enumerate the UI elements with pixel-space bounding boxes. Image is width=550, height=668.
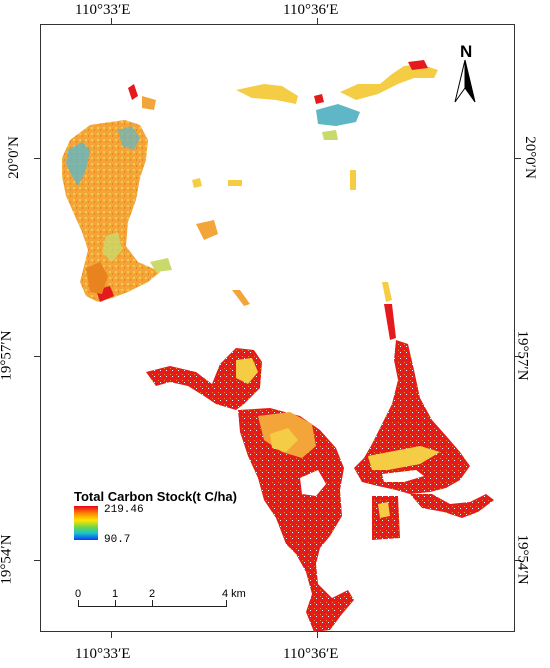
sw-arm-yellow	[236, 358, 258, 384]
tick-left-1	[34, 158, 40, 159]
scale-label-1: 1	[112, 588, 119, 600]
lon-label-bottom-2: 110°36′E	[283, 646, 339, 662]
north-strip-3	[340, 64, 438, 100]
lon-label-top-1: 110°33′E	[75, 2, 131, 18]
west-island-green-patch	[102, 232, 122, 262]
tick-bottom-1	[111, 632, 112, 638]
legend-max-value: 219.46	[104, 504, 144, 516]
tick-top-1	[111, 18, 112, 24]
north-strip-6	[314, 94, 324, 104]
scale-label-4km: 4 km	[222, 588, 246, 600]
tick-right-2	[515, 356, 521, 357]
west-island-blue-patch	[66, 142, 90, 186]
south-main-yellow	[270, 428, 298, 452]
mid-fragment-4	[350, 170, 356, 190]
sw-arm-red	[146, 348, 262, 410]
north-strip-4	[408, 60, 428, 70]
east-main-white-streak	[382, 470, 424, 482]
mid-fragment-3	[384, 304, 396, 340]
legend-color-ramp	[74, 506, 98, 540]
tick-right-3	[515, 560, 521, 561]
west-fragment-3	[228, 180, 242, 186]
north-strip-1	[236, 84, 298, 104]
south-main-white-gap	[300, 470, 326, 496]
west-island-south-lobe	[86, 262, 108, 294]
north-label: N	[460, 42, 473, 61]
scale-tick-0	[78, 600, 79, 607]
tick-top-2	[317, 18, 318, 24]
west-island-blue-patch-2	[118, 126, 140, 150]
south-main-red	[238, 408, 354, 632]
tick-right-1	[515, 158, 521, 159]
east-tail-red	[410, 494, 494, 518]
east-main-yellow-streak	[368, 446, 440, 470]
scale-label-0: 0	[75, 588, 82, 600]
legend-title: Total Carbon Stock(t C/ha)	[74, 489, 237, 504]
west-fragment-4	[150, 258, 172, 272]
north-strip-2	[316, 104, 360, 126]
tick-left-3	[34, 560, 40, 561]
scale-tick-1	[115, 600, 116, 607]
north-arrow-icon	[454, 59, 476, 103]
north-strip-5	[322, 130, 338, 140]
tick-bottom-2	[317, 632, 318, 638]
west-fragment-1	[196, 220, 218, 240]
west-fragment-5	[128, 84, 138, 100]
scale-tick-2	[152, 600, 153, 607]
mid-fragment-2	[382, 282, 392, 302]
west-fragment-6	[142, 96, 156, 110]
tick-left-2	[34, 356, 40, 357]
south-tail-white	[324, 568, 340, 588]
east-lower-yellow	[378, 502, 390, 518]
legend-min-value: 90.7	[104, 534, 131, 546]
scale-tick-4	[226, 600, 227, 607]
lon-label-bottom-1: 110°33′E	[75, 646, 131, 662]
scale-label-2: 2	[149, 588, 156, 600]
west-fragment-2	[192, 178, 202, 188]
mid-fragment-1	[232, 290, 250, 306]
lon-label-top-2: 110°36′E	[283, 2, 339, 18]
